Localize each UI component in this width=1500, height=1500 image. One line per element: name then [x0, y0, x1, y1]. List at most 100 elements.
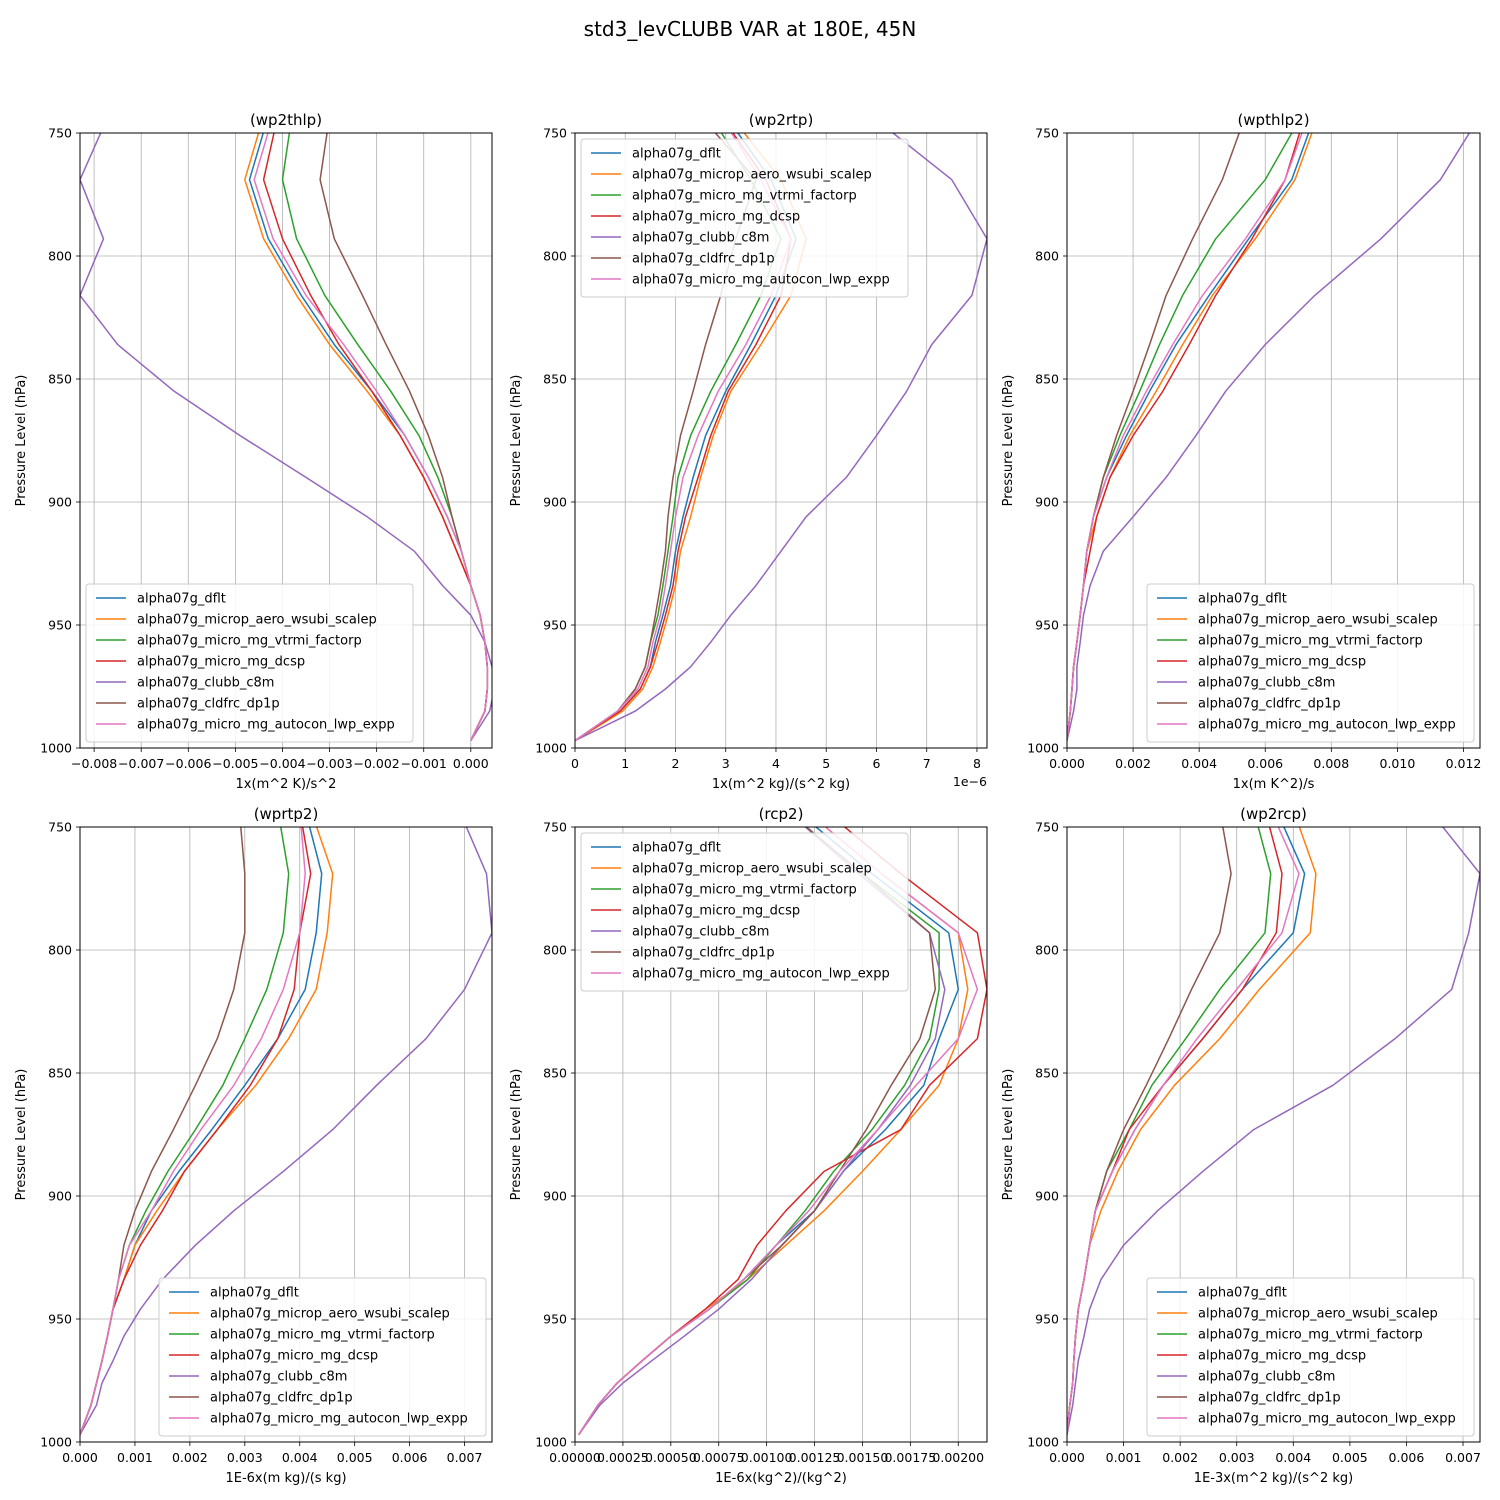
legend-label-7: alpha07g_micro_mg_autocon_lwp_expp [1198, 718, 1456, 733]
series-lines [1067, 827, 1480, 1435]
legend-label-3: alpha07g_micro_mg_vtrmi_factorp [632, 189, 857, 204]
y-tick-label: 950 [543, 618, 567, 633]
series-line-7 [1067, 827, 1300, 1435]
legend-label-5: alpha07g_clubb_c8m [1198, 676, 1335, 691]
legend-label-7: alpha07g_micro_mg_autocon_lwp_expp [632, 967, 890, 982]
series-line-5 [575, 133, 987, 742]
y-tick-label: 1000 [535, 1435, 567, 1450]
x-axis-label: 1x(m K^2)/s [1233, 777, 1315, 792]
x-tick-label: 0.00150 [837, 1450, 889, 1465]
legend: alpha07g_dflt alpha07g_microp_aero_wsubi_… [158, 1277, 487, 1437]
legend-label-2: alpha07g_microp_aero_wsubi_scalep [137, 613, 377, 628]
y-tick-label: 1000 [535, 741, 567, 756]
series-line-7 [1067, 133, 1303, 741]
x-tick-label: 0.006 [1389, 1450, 1425, 1465]
x-tick-label: 0.003 [1219, 1450, 1255, 1465]
chart-title: (wp2rtp) [749, 111, 814, 129]
x-tick-label: 1 [621, 756, 629, 771]
x-tick-label: 2 [672, 756, 680, 771]
x-tick-label: 0.007 [1445, 1450, 1481, 1465]
y-axis-label: Pressure Level (hPa) [509, 1069, 524, 1201]
x-tick-label: −0.004 [259, 756, 305, 771]
legend-box [580, 138, 909, 298]
x-axis-label: 1E-6x(m kg)/(s kg) [225, 1471, 346, 1486]
chart-title: (wp2rcp) [1240, 805, 1307, 823]
legend-label-7: alpha07g_micro_mg_autocon_lwp_expp [137, 718, 395, 733]
x-tick-label: 0.000 [1049, 1450, 1085, 1465]
chart-title: (wpthlp2) [1237, 111, 1309, 129]
legend-box [580, 832, 909, 992]
legend-box [1146, 1277, 1475, 1437]
y-tick-label: 900 [1035, 495, 1059, 510]
legend-box [85, 583, 414, 743]
series-line-5 [80, 827, 492, 1435]
x-tick-label: 0.00000 [549, 1450, 601, 1465]
figure-title: std3_levCLUBB VAR at 180E, 45N [584, 17, 917, 41]
x-tick-label: 0.006 [392, 1450, 428, 1465]
legend-label-6: alpha07g_cldfrc_dp1p [137, 697, 280, 712]
y-tick-label: 750 [543, 126, 567, 141]
x-tick-label: 0.00175 [884, 1450, 936, 1465]
series-line-7 [253, 133, 489, 741]
legend-label-5: alpha07g_clubb_c8m [1198, 1370, 1335, 1385]
legend-label-7: alpha07g_micro_mg_autocon_lwp_expp [210, 1412, 468, 1427]
legend-label-3: alpha07g_micro_mg_vtrmi_factorp [1198, 634, 1423, 649]
y-tick-label: 900 [543, 495, 567, 510]
y-tick-label: 950 [543, 1312, 567, 1327]
y-tick-label: 900 [1035, 1189, 1059, 1204]
legend-label-4: alpha07g_micro_mg_dcsp [632, 210, 800, 225]
series-lines [80, 827, 492, 1435]
y-tick-label: 800 [1035, 249, 1059, 264]
x-tick-label: 0.005 [337, 1450, 373, 1465]
x-tick-label: 0.007 [447, 1450, 483, 1465]
y-tick-label: 800 [543, 249, 567, 264]
x-tick-label: 4 [772, 756, 780, 771]
series-line-7 [578, 827, 979, 1436]
legend-label-2: alpha07g_microp_aero_wsubi_scalep [1198, 613, 1438, 628]
y-tick-label: 1000 [40, 1435, 72, 1450]
legend-label-4: alpha07g_micro_mg_dcsp [632, 904, 800, 919]
x-tick-label: 0.002 [1162, 1450, 1198, 1465]
x-tick-label: 0.00025 [597, 1450, 649, 1465]
series-line-5 [80, 133, 492, 742]
series-line-5 [1067, 827, 1480, 1435]
x-tick-label: 0 [571, 756, 579, 771]
y-tick-label: 1000 [1027, 741, 1059, 756]
x-tick-label: −0.001 [401, 756, 447, 771]
legend-label-5: alpha07g_clubb_c8m [137, 676, 274, 691]
x-axis-label: 1x(m^2 kg)/(s^2 kg) [712, 777, 850, 792]
x-tick-label: 0.008 [1313, 756, 1349, 771]
legend-label-1: alpha07g_dflt [1198, 1286, 1287, 1301]
y-tick-label: 750 [48, 126, 72, 141]
chart-panel-3: 0.000 0.002 0.004 0.006 0.008 0.010 0.012 750 80… [1001, 111, 1481, 792]
y-tick-label: 750 [543, 820, 567, 835]
y-axis-label: Pressure Level (hPa) [14, 375, 29, 507]
y-axis-label: Pressure Level (hPa) [1001, 1069, 1016, 1201]
x-offset-label: 1e−6 [953, 774, 987, 789]
chart-panel-1: −0.008 −0.007 −0.006 −0.005 −0.004 −0.003 −0.0… [14, 111, 493, 792]
x-tick-label: −0.008 [71, 756, 117, 771]
legend-box [158, 1277, 487, 1437]
y-tick-label: 750 [1035, 126, 1059, 141]
y-tick-label: 800 [48, 249, 72, 264]
legend-label-3: alpha07g_micro_mg_vtrmi_factorp [137, 634, 362, 649]
plot-frame [574, 826, 988, 1443]
panels: −0.008 −0.007 −0.006 −0.005 −0.004 −0.003 −0.0… [14, 111, 1481, 1486]
x-tick-label: 0.002 [172, 1450, 208, 1465]
legend-label-2: alpha07g_microp_aero_wsubi_scalep [1198, 1307, 1438, 1322]
series-line-5 [1067, 133, 1471, 741]
chart-title: (wp2thlp) [250, 111, 322, 129]
x-axis-label: 1x(m^2 K)/s^2 [236, 777, 337, 792]
legend-label-3: alpha07g_micro_mg_vtrmi_factorp [1198, 1328, 1423, 1343]
y-tick-label: 800 [48, 943, 72, 958]
x-tick-label: −0.002 [354, 756, 400, 771]
x-axis-label: 1E-3x(m^2 kg)/(s^2 kg) [1194, 1471, 1353, 1486]
chart-panel-2: 0 1 2 3 4 5 6 7 8 750 800 850 900 950 1000 1x(m^2 kg)/(… [509, 111, 988, 792]
y-axis-label: Pressure Level (hPa) [1001, 375, 1016, 507]
legend: alpha07g_dflt alpha07g_microp_aero_wsubi_… [1146, 583, 1475, 743]
y-tick-label: 750 [1035, 820, 1059, 835]
x-tick-label: 0.00050 [645, 1450, 697, 1465]
legend: alpha07g_dflt alpha07g_microp_aero_wsubi_… [85, 583, 414, 743]
legend-label-6: alpha07g_cldfrc_dp1p [632, 946, 775, 961]
x-tick-label: 0.00075 [693, 1450, 745, 1465]
